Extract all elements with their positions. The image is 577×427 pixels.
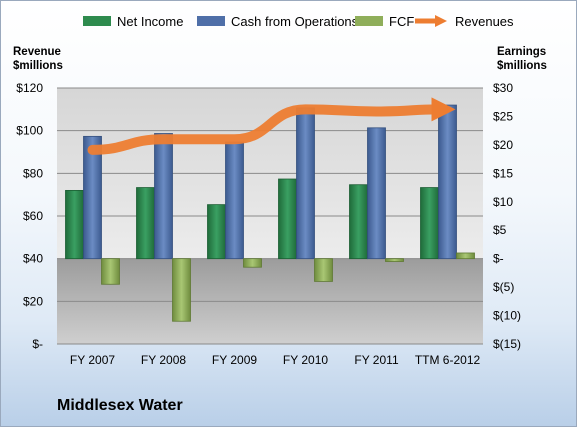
legend-cfo-label: Cash from Operations [231,13,359,29]
right-tick-label: $20 [493,138,513,152]
right-tick-label: $5 [493,223,507,237]
bars-group [65,104,475,322]
cfo-bar [154,133,173,260]
x-tick-label: FY 2009 [212,353,257,367]
net-income-bar [65,189,84,260]
revenues-arrowhead [431,97,456,122]
legend-cfo: Cash from Operations [197,11,358,31]
legend-net-income: Net Income [83,11,183,31]
x-axis-ticks: FY 2007 FY 2008 FY 2009 FY 2010 FY 2011 TTM 6… [70,353,481,367]
legend-fcf-label: FCF [389,13,415,29]
fcf-bar [101,258,120,285]
legend-cfo-swatch [197,16,225,26]
net-income-bar [278,178,297,260]
right-tick-label: $25 [493,109,513,123]
gridlines [57,87,483,345]
left-tick-label: $100 [16,124,43,138]
left-tick-label: $20 [23,294,43,308]
left-tick-label: $40 [23,252,43,266]
left-axis-ticks: $- $20 $40 $60 $80 $100 $120 [16,81,43,351]
right-tick-label: $(10) [493,309,521,323]
legend-revenues-arrow-icon [415,15,447,27]
net-income-bar [420,187,439,260]
right-tick-label: $30 [493,81,513,95]
net-income-bar [349,184,368,260]
fcf-bar [172,258,191,322]
cfo-bar [225,141,244,260]
cfo-bar [367,127,386,260]
right-axis-title: Earnings $millions [497,45,547,73]
right-tick-label: $- [493,252,504,266]
cfo-bar [83,135,102,260]
right-tick-label: $(5) [493,280,514,294]
legend-revenues: Revenues [413,11,514,31]
legend-net-income-label: Net Income [117,13,184,29]
left-tick-label: $80 [23,166,43,180]
left-axis-title: Revenue $millions [13,45,63,73]
x-tick-label: FY 2011 [354,353,399,367]
legend-revenues-label: Revenues [455,13,514,29]
net-income-bar [207,204,226,260]
x-tick-label: FY 2010 [283,353,328,367]
legend-fcf: FCF [355,11,414,31]
left-tick-label: $60 [23,209,43,223]
x-tick-label: FY 2008 [141,353,186,367]
right-axis-title-line1: Earnings [497,46,547,58]
fcf-bar [314,258,333,282]
fcf-bar [456,252,475,260]
fcf-bar [385,258,404,262]
left-axis-title-line1: Revenue [13,46,61,58]
revenues-line-group [87,97,456,155]
company-name: Middlesex Water [57,397,183,414]
fcf-bar [243,258,262,268]
x-tick-label: FY 2007 [70,353,115,367]
left-tick-label: $- [32,337,43,351]
right-axis-ticks: $(15) $(10) $(5) $- $5 $10 $15 $20 $25 $30 [493,81,521,351]
left-tick-label: $120 [16,81,43,95]
legend-fcf-swatch [355,16,383,26]
left-axis-title-line2: $millions [13,60,63,72]
cfo-bar [438,104,457,260]
right-tick-label: $15 [493,166,513,180]
right-tick-label: $10 [493,195,513,209]
legend-net-income-swatch [83,16,111,26]
cfo-bar [296,107,315,260]
right-axis-title-line2: $millions [497,60,547,72]
right-tick-label: $(15) [493,337,521,351]
net-income-bar [136,187,155,260]
x-tick-label: TTM 6-2012 [415,353,481,367]
